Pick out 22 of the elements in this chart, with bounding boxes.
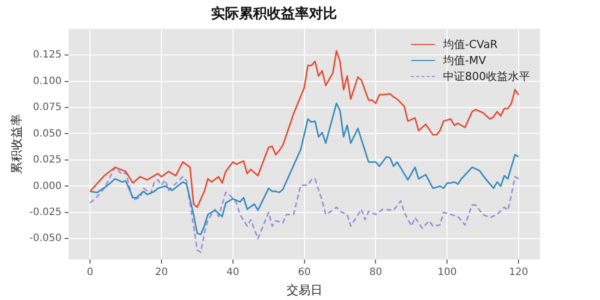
y-tick-label: 0.000 bbox=[32, 180, 62, 192]
y-tick-label: 0.025 bbox=[32, 154, 62, 166]
y-tick-label: 0.075 bbox=[32, 102, 62, 114]
x-tick-label: 120 bbox=[509, 267, 528, 278]
y-axis-title: 累积收益率 bbox=[9, 114, 24, 174]
y-tick-label: -0.025 bbox=[29, 206, 62, 218]
y-tick-label: 0.100 bbox=[32, 76, 62, 87]
x-axis-title: 交易日 bbox=[286, 282, 322, 297]
x-tick-label: 0 bbox=[86, 267, 94, 278]
y-tick-label: 0.050 bbox=[32, 128, 62, 140]
x-tick-label: 40 bbox=[226, 267, 240, 278]
x-tick-label: 60 bbox=[298, 267, 311, 278]
y-tick-label: 0.125 bbox=[32, 50, 62, 61]
x-tick-label: 100 bbox=[438, 267, 457, 278]
line-series bbox=[89, 166, 520, 254]
legend-label: 中证800收益水平 bbox=[443, 68, 530, 85]
x-tick-label: 20 bbox=[155, 267, 168, 278]
x-tick-label: 80 bbox=[369, 267, 382, 278]
legend-label: 均值-CVaR bbox=[443, 36, 498, 53]
legend-label: 均值-MV bbox=[443, 52, 486, 69]
chart-title: 实际累积收益率对比 bbox=[211, 5, 337, 22]
y-tick-label: -0.050 bbox=[29, 233, 62, 244]
